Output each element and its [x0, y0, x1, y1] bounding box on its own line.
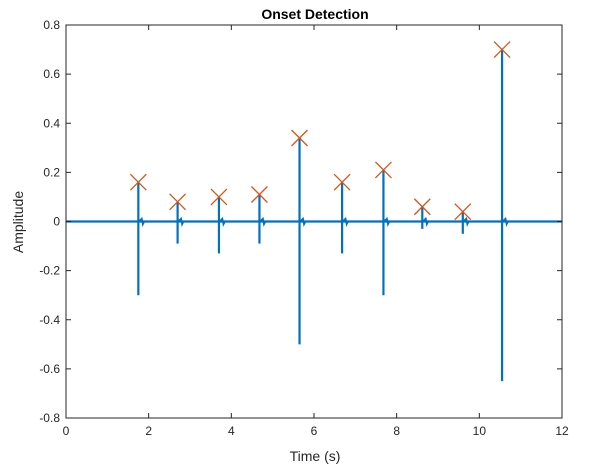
y-tick-label: -0.6: [39, 362, 60, 376]
signal-pulse-ringing: [218, 216, 226, 228]
onset-marker: [291, 129, 308, 147]
y-tick-label: -0.4: [39, 313, 60, 327]
x-tick-label: 0: [63, 424, 70, 438]
y-tick-label: 0: [53, 215, 60, 229]
onset-marker: [333, 173, 351, 191]
signal-pulse: [382, 169, 391, 296]
y-axis: -0.8 -0.6 -0.4 -0.2 0 0.2 0.4 0.6 0.8: [39, 18, 562, 425]
signal-pulse-ringing: [422, 216, 430, 228]
x-axis: 0 2 4 6 8 10 12: [63, 25, 569, 438]
chart-title: Onset Detection: [261, 6, 368, 22]
signal-pulse-ringing: [342, 216, 349, 228]
signal-pulse-ringing: [177, 216, 185, 228]
x-tick-label: 12: [555, 424, 569, 438]
x-tick-label: 10: [473, 424, 487, 438]
onset-marker: [250, 186, 268, 203]
signal-pulse: [500, 49, 509, 382]
signal-pulse: [137, 182, 146, 296]
onset-marker: [454, 203, 472, 221]
y-tick-label: 0.8: [43, 18, 60, 32]
x-tick-label: 8: [393, 424, 400, 438]
signal-pulse: [217, 196, 226, 254]
signal-pulse-ringing: [502, 216, 509, 228]
onset-marker: [413, 198, 431, 216]
plot-area: 0 2 4 6 8 10 12 -0.8 -0.6 -0.4 -0.2 0 0.2 0.4 0.6 0.8: [39, 18, 569, 438]
y-axis-label: Amplitude: [10, 191, 26, 253]
signal-series: [66, 49, 562, 382]
x-tick-label: 2: [145, 424, 152, 438]
onset-marker: [129, 173, 147, 191]
onset-marker: [493, 41, 511, 59]
y-tick-label: -0.2: [39, 264, 60, 278]
signal-pulse-ringing: [299, 216, 307, 228]
y-tick-label: 0.4: [43, 116, 60, 130]
onset-marker: [169, 193, 187, 211]
y-tick-label: 0.2: [43, 165, 60, 179]
signal-pulse: [341, 182, 349, 254]
onset-markers: [129, 41, 511, 221]
signal-pulse: [461, 211, 470, 234]
signal-pulse-ringing: [138, 216, 146, 228]
signal-pulse: [298, 137, 307, 345]
signal-pulse: [421, 206, 430, 229]
y-tick-label: -0.8: [39, 411, 60, 425]
x-axis-label: Time (s): [290, 448, 341, 464]
y-tick-label: 0.6: [43, 67, 60, 81]
x-tick-label: 4: [228, 424, 235, 438]
signal-pulse: [176, 201, 185, 244]
signal-pulse-ringing: [383, 216, 391, 228]
signal-pulse: [258, 194, 267, 244]
x-tick-label: 6: [311, 424, 318, 438]
onset-marker: [210, 188, 228, 206]
onset-marker: [374, 161, 392, 179]
signal-pulse-ringing: [259, 216, 267, 228]
signal-pulse-ringing: [462, 216, 470, 228]
